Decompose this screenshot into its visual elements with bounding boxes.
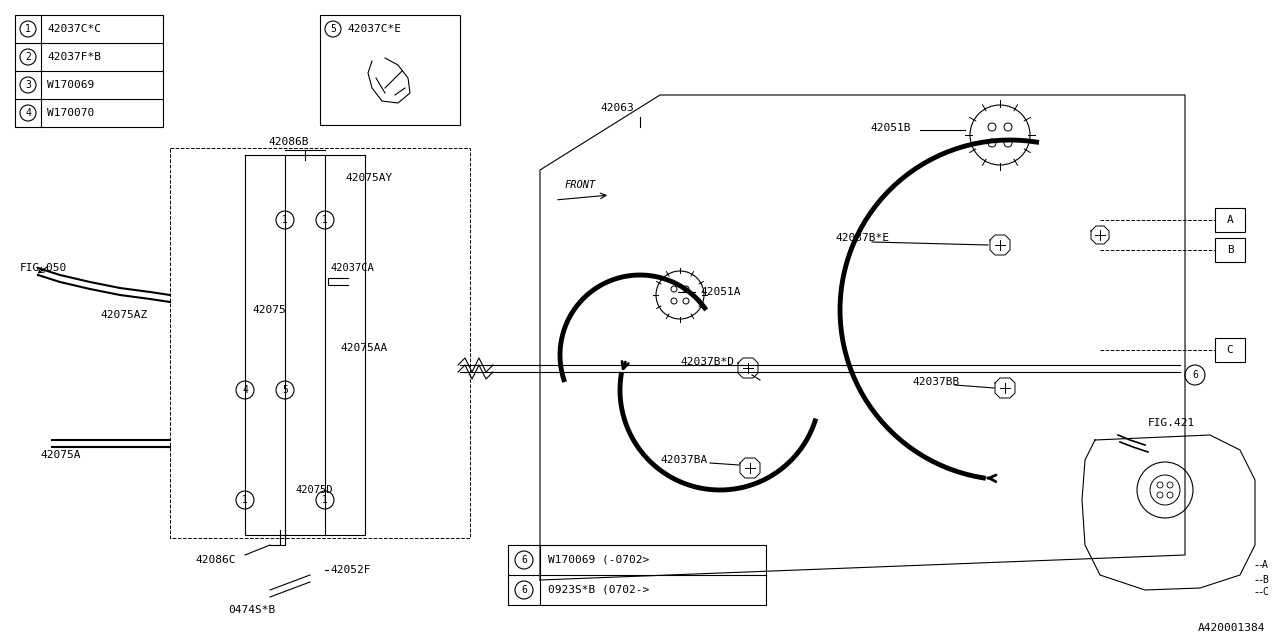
Bar	[1215, 238, 1245, 262]
Text: 6: 6	[1192, 370, 1198, 380]
Bar	[1215, 208, 1245, 232]
Text: 42037BB: 42037BB	[913, 377, 959, 387]
Bar	[15, 15, 163, 127]
Text: 42075AZ: 42075AZ	[100, 310, 147, 320]
Bar	[508, 545, 765, 605]
Text: 42037CA: 42037CA	[330, 263, 374, 273]
Text: 42075AY: 42075AY	[346, 173, 392, 183]
Text: C: C	[1226, 345, 1234, 355]
Bar	[170, 148, 470, 538]
Text: 2: 2	[26, 52, 31, 62]
Text: 4: 4	[242, 385, 248, 395]
Bar	[1215, 338, 1245, 362]
Text: 42037F*B: 42037F*B	[47, 52, 101, 62]
Text: 1: 1	[323, 495, 328, 505]
Text: W170070: W170070	[47, 108, 95, 118]
Text: W170069: W170069	[47, 80, 95, 90]
Text: B: B	[1262, 575, 1268, 585]
Text: 42052F: 42052F	[330, 565, 370, 575]
Text: 42051A: 42051A	[700, 287, 741, 297]
Text: 42051B: 42051B	[870, 123, 910, 133]
Text: 6: 6	[521, 555, 527, 565]
Text: 42075: 42075	[252, 305, 285, 315]
Text: 42086B: 42086B	[268, 137, 308, 147]
Text: 5: 5	[282, 385, 288, 395]
Text: 42075D: 42075D	[294, 485, 333, 495]
Text: 3: 3	[26, 80, 31, 90]
Text: 1: 1	[323, 215, 328, 225]
Text: 5: 5	[330, 24, 335, 34]
Text: W170069 (-0702>: W170069 (-0702>	[548, 555, 649, 565]
Text: FIG.421: FIG.421	[1148, 418, 1196, 428]
Text: 42037B*D: 42037B*D	[680, 357, 733, 367]
Text: 4: 4	[26, 108, 31, 118]
Text: 0923S*B (0702->: 0923S*B (0702->	[548, 585, 649, 595]
Text: 1: 1	[282, 215, 288, 225]
Text: 42037C*C: 42037C*C	[47, 24, 101, 34]
Text: 42063: 42063	[600, 103, 634, 113]
Text: 42075AA: 42075AA	[340, 343, 388, 353]
Text: 42075A: 42075A	[40, 450, 81, 460]
Text: A420001384: A420001384	[1198, 623, 1265, 633]
Text: 6: 6	[521, 585, 527, 595]
Text: FIG.050: FIG.050	[20, 263, 68, 273]
Text: 1: 1	[242, 495, 248, 505]
Bar	[320, 15, 460, 125]
Text: A: A	[1226, 215, 1234, 225]
Text: 42037C*E: 42037C*E	[347, 24, 401, 34]
Text: 0474S*B: 0474S*B	[228, 605, 275, 615]
Text: FRONT: FRONT	[564, 180, 596, 190]
Text: 1: 1	[26, 24, 31, 34]
Text: 42037BA: 42037BA	[660, 455, 708, 465]
Text: 42086C: 42086C	[195, 555, 236, 565]
Text: B: B	[1226, 245, 1234, 255]
Text: C: C	[1262, 587, 1268, 597]
Text: A: A	[1262, 560, 1268, 570]
Text: 42037B*E: 42037B*E	[835, 233, 890, 243]
